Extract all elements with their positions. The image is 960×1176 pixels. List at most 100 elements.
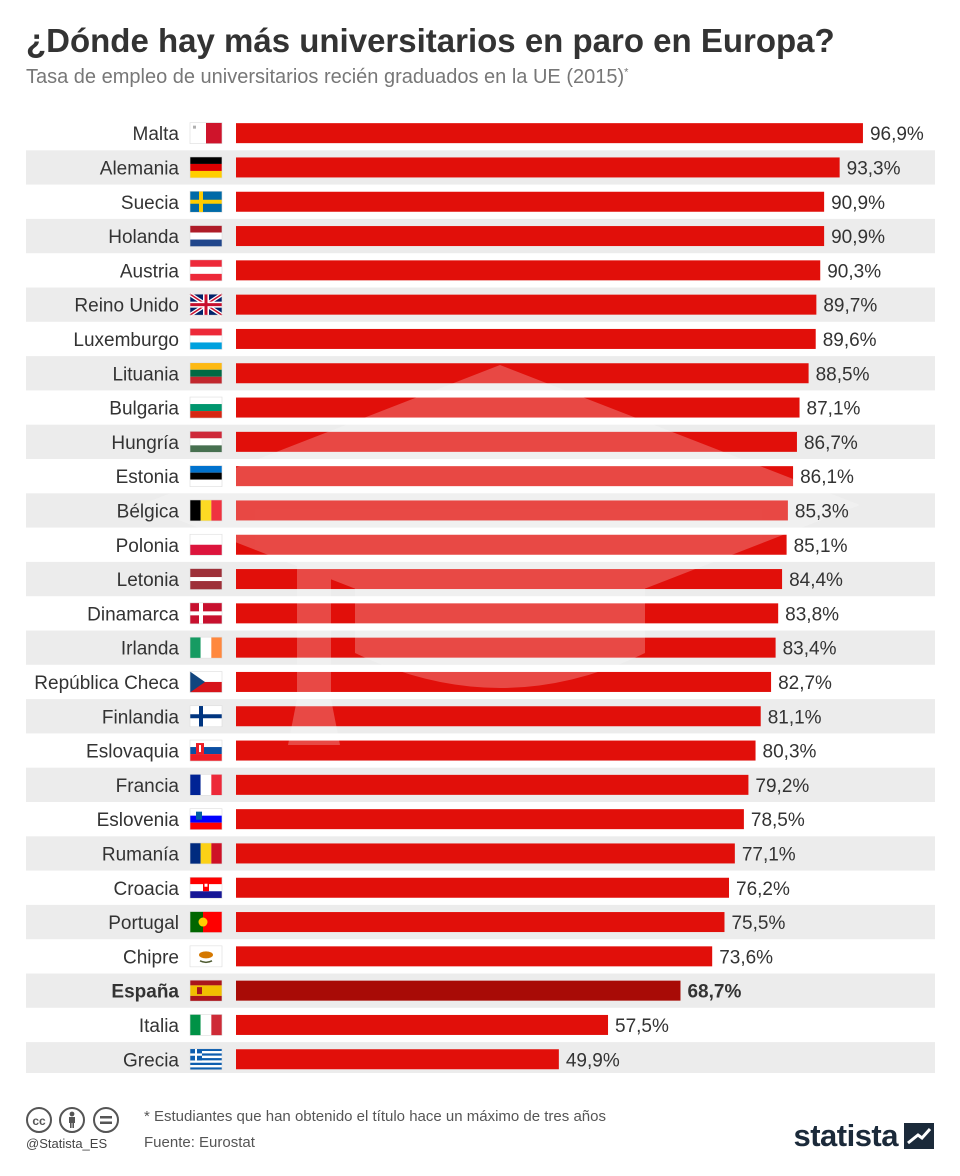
category-label: Bulgaria <box>109 399 179 420</box>
bar-4[interactable] <box>236 260 821 281</box>
bar-9[interactable] <box>236 431 797 452</box>
statista-brand[interactable]: statista <box>793 1118 934 1154</box>
bar-5[interactable] <box>236 294 817 315</box>
value-label: 49,9% <box>566 1050 620 1071</box>
category-label: Croacia <box>114 879 180 900</box>
bar-8[interactable] <box>236 397 800 418</box>
no-derivatives-icon <box>93 1107 119 1133</box>
category-label: Hungría <box>111 433 179 454</box>
bar-0[interactable] <box>236 123 863 144</box>
flag-lv-icon <box>189 568 223 590</box>
bar-15[interactable] <box>236 637 776 658</box>
value-label: 77,1% <box>742 844 796 865</box>
bar-23[interactable] <box>236 912 725 933</box>
bar-19[interactable] <box>236 774 749 795</box>
flag-de-icon <box>189 156 223 179</box>
bar-17[interactable] <box>236 706 761 727</box>
bar-24[interactable] <box>236 946 713 967</box>
flag-es-icon <box>189 979 223 1002</box>
bar-3[interactable] <box>236 226 825 247</box>
bar-13[interactable] <box>236 569 783 590</box>
bar-27[interactable] <box>236 1049 559 1070</box>
value-label: 78,5% <box>751 810 805 831</box>
bar-25[interactable] <box>236 980 681 1001</box>
bar-14[interactable] <box>236 603 779 624</box>
category-label: Alemania <box>100 158 180 179</box>
twitter-handle: @Statista_ES <box>26 1136 108 1151</box>
category-label: Polonia <box>116 536 180 557</box>
category-label: Italia <box>139 1016 180 1037</box>
value-label: 85,1% <box>794 536 848 557</box>
flag-gr-icon <box>189 1048 223 1071</box>
flag-dk-icon <box>189 602 223 625</box>
value-label: 81,1% <box>768 707 822 728</box>
license-icons: cc <box>26 1107 119 1133</box>
category-label: Chipre <box>123 947 179 968</box>
category-label: Rumanía <box>102 844 180 865</box>
flag-pt-icon <box>189 911 223 933</box>
value-label: 84,4% <box>789 570 843 591</box>
cc-icon: cc <box>26 1107 52 1133</box>
footnote: * Estudiantes que han obtenido el título… <box>144 1108 606 1125</box>
bar-22[interactable] <box>236 877 730 898</box>
bar-2[interactable] <box>236 191 825 212</box>
value-label: 82,7% <box>778 673 832 694</box>
flag-gb-icon <box>188 292 224 317</box>
chart-title: ¿Dónde hay más universitarios en paro en… <box>26 22 835 59</box>
value-label: 80,3% <box>763 742 817 763</box>
flag-at-icon <box>189 259 223 282</box>
flag-ie-icon <box>189 636 223 659</box>
bar-10[interactable] <box>236 466 794 487</box>
value-label: 79,2% <box>755 776 809 797</box>
category-label: Francia <box>116 776 180 797</box>
flag-mt-icon <box>189 122 223 144</box>
flag-nl-icon <box>189 225 223 247</box>
bar-20[interactable] <box>236 809 744 830</box>
value-label: 73,6% <box>719 947 773 968</box>
bar-1[interactable] <box>236 157 840 178</box>
value-label: 76,2% <box>736 879 790 900</box>
category-label: Suecia <box>121 193 180 214</box>
flag-ee-icon <box>189 465 223 487</box>
flag-hu-icon <box>189 431 223 453</box>
bar-26[interactable] <box>236 1014 609 1035</box>
flag-si-icon <box>189 808 223 830</box>
category-label: Dinamarca <box>87 604 179 625</box>
category-label: Eslovaquia <box>86 742 179 763</box>
statista-logo-icon <box>904 1123 934 1149</box>
brand-wordmark: statista <box>793 1118 898 1153</box>
label-layer: Malta 96,9% Alemania 93,3% Suecia 90,9% Holand… <box>34 122 924 1071</box>
bar-7[interactable] <box>236 363 809 384</box>
value-label: 68,7% <box>687 982 741 1003</box>
category-label: Portugal <box>108 913 179 934</box>
category-label: República Checa <box>34 673 179 694</box>
category-label: Malta <box>133 124 180 145</box>
bar-18[interactable] <box>236 740 756 761</box>
value-label: 86,7% <box>804 433 858 454</box>
bar-6[interactable] <box>236 328 816 349</box>
value-label: 83,8% <box>785 604 839 625</box>
category-label: Finlandia <box>102 707 180 728</box>
bar-12[interactable] <box>236 534 787 555</box>
flag-sk-icon <box>189 739 223 762</box>
category-label: Lituania <box>112 364 179 385</box>
value-label: 90,9% <box>831 227 885 248</box>
bar-21[interactable] <box>236 843 735 864</box>
category-label: Reino Unido <box>74 296 179 317</box>
flag-lt-icon <box>189 362 223 385</box>
flag-fi-icon <box>189 705 223 728</box>
value-label: 90,3% <box>827 261 881 282</box>
value-label: 96,9% <box>870 124 924 145</box>
flag-cy-icon <box>189 945 223 968</box>
category-label: Irlanda <box>121 639 180 660</box>
subtitle-footnote-mark: * <box>624 66 629 79</box>
category-label: España <box>111 982 179 1003</box>
bar-16[interactable] <box>236 671 772 692</box>
flag-cz-icon <box>189 671 223 693</box>
value-label: 57,5% <box>615 1016 669 1037</box>
flag-be-icon <box>189 499 223 522</box>
flag-se-icon <box>189 190 223 213</box>
flag-fr-icon <box>189 774 223 796</box>
bar-11[interactable] <box>236 500 788 521</box>
value-label: 88,5% <box>816 364 870 385</box>
